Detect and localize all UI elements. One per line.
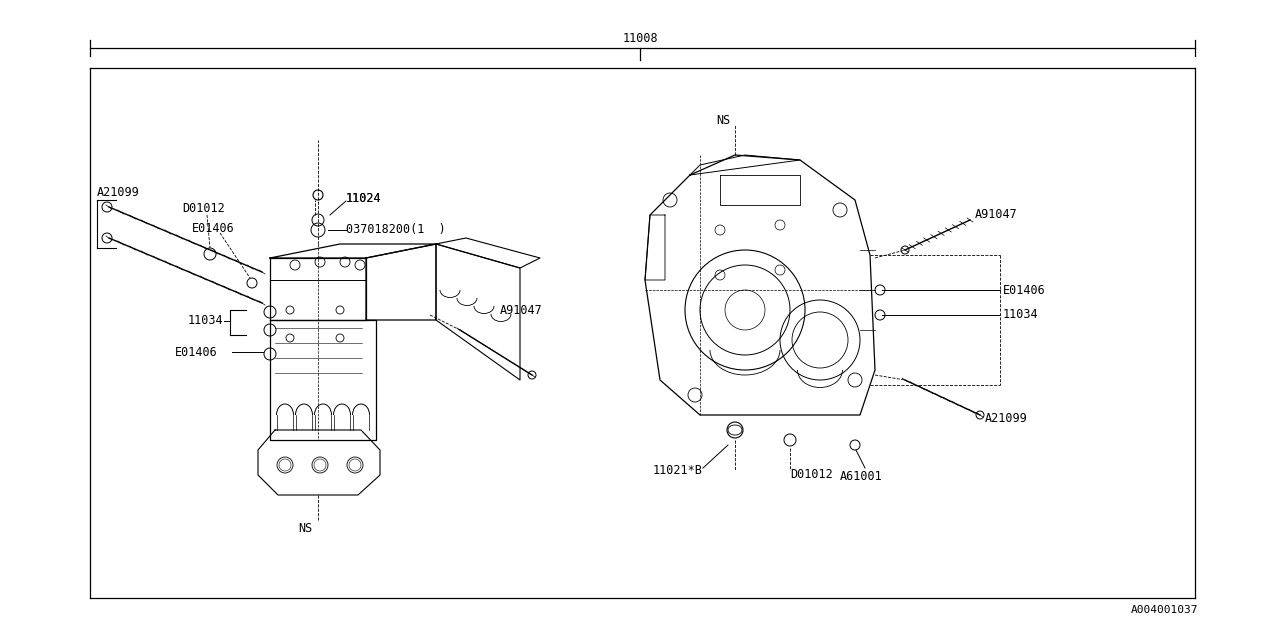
- Text: A61001: A61001: [840, 470, 883, 483]
- Text: 11008: 11008: [622, 31, 658, 45]
- Text: 11034: 11034: [188, 314, 224, 328]
- Text: 11021*B: 11021*B: [653, 463, 703, 477]
- Text: A91047: A91047: [500, 303, 543, 317]
- Text: 11024: 11024: [346, 191, 381, 205]
- Text: A91047: A91047: [975, 209, 1018, 221]
- Text: A21099: A21099: [97, 186, 140, 200]
- Text: 037018200(1  ): 037018200(1 ): [346, 223, 445, 237]
- Text: E01406: E01406: [1004, 284, 1046, 296]
- Text: 11034: 11034: [1004, 308, 1038, 321]
- Text: D01012: D01012: [790, 468, 833, 481]
- Text: A004001037: A004001037: [1130, 605, 1198, 615]
- Text: NS: NS: [298, 522, 312, 534]
- Text: E01406: E01406: [192, 221, 234, 234]
- Text: 11024: 11024: [346, 191, 381, 205]
- Text: D01012: D01012: [182, 202, 225, 214]
- Text: A21099: A21099: [986, 412, 1028, 424]
- Text: E01406: E01406: [175, 346, 218, 358]
- Text: NS: NS: [716, 113, 730, 127]
